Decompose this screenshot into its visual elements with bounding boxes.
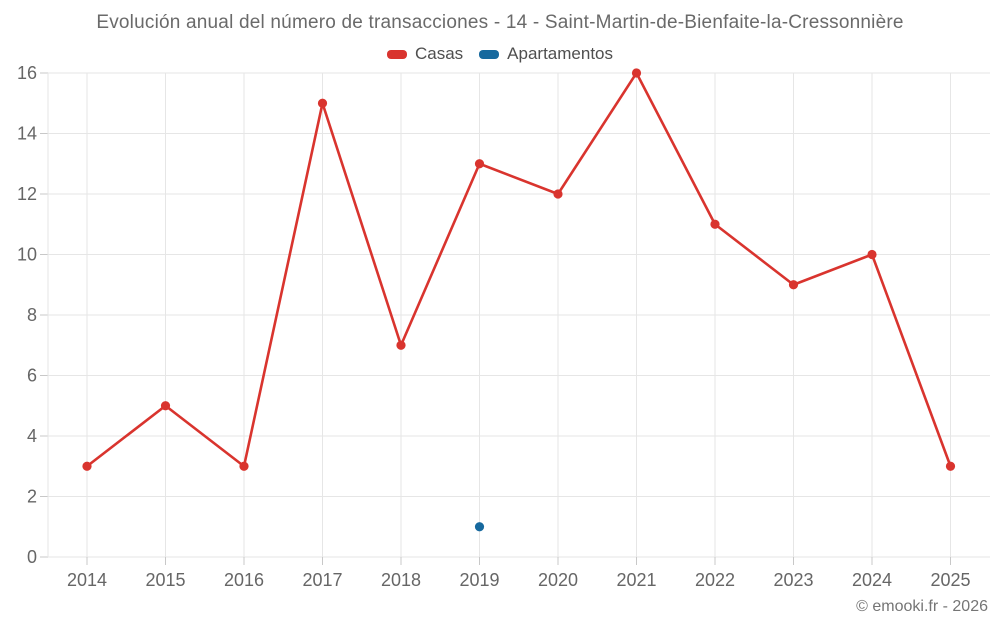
x-axis-label: 2017 bbox=[302, 570, 342, 590]
legend-label: Apartamentos bbox=[507, 44, 614, 63]
x-axis-label: 2016 bbox=[224, 570, 264, 590]
y-axis-label: 14 bbox=[17, 124, 37, 144]
data-point-marker bbox=[160, 401, 171, 411]
data-point-marker bbox=[710, 219, 720, 229]
x-axis-label: 2019 bbox=[459, 570, 499, 590]
data-point-marker bbox=[474, 522, 485, 532]
legend-swatch-casas bbox=[386, 49, 407, 59]
x-axis-label: 2015 bbox=[145, 570, 185, 590]
data-point-marker bbox=[631, 68, 642, 78]
data-point-marker bbox=[474, 159, 485, 169]
data-point-marker bbox=[788, 280, 799, 290]
data-point-marker bbox=[82, 461, 92, 471]
y-axis-label: 8 bbox=[27, 305, 37, 325]
legend: Casas Apartamentos bbox=[0, 44, 1000, 64]
copyright-text: © emooki.fr - 2026 bbox=[856, 598, 988, 615]
y-axis-label: 16 bbox=[17, 63, 37, 83]
y-axis-label: 6 bbox=[27, 366, 37, 386]
y-axis-label: 4 bbox=[27, 426, 37, 446]
x-axis-label: 2025 bbox=[930, 570, 970, 590]
legend-item-casas[interactable]: Casas bbox=[386, 44, 464, 64]
x-axis-label: 2022 bbox=[695, 570, 735, 590]
data-point-marker bbox=[396, 340, 406, 350]
y-axis-label: 12 bbox=[17, 184, 37, 204]
y-axis-label: 10 bbox=[17, 245, 37, 265]
x-axis-label: 2020 bbox=[538, 570, 578, 590]
data-point-marker bbox=[239, 461, 249, 471]
y-axis-label: 0 bbox=[27, 547, 37, 567]
x-axis-label: 2021 bbox=[616, 570, 656, 590]
series-line-casas bbox=[85, 71, 952, 468]
x-axis-label: 2024 bbox=[852, 570, 892, 590]
x-axis-label: 2023 bbox=[773, 570, 813, 590]
data-point-marker bbox=[945, 461, 956, 471]
data-point-marker bbox=[553, 189, 563, 199]
legend-swatch-apartamentos bbox=[479, 49, 500, 59]
x-axis-label: 2018 bbox=[381, 570, 421, 590]
y-axis-label: 2 bbox=[27, 487, 37, 507]
data-point-marker bbox=[867, 249, 877, 260]
data-point-marker bbox=[317, 98, 328, 108]
legend-label: Casas bbox=[414, 44, 464, 63]
x-axis-label: 2014 bbox=[67, 570, 107, 590]
legend-item-apartamentos[interactable]: Apartamentos bbox=[479, 44, 613, 64]
chart-title: Evolución anual del número de transaccio… bbox=[96, 12, 904, 33]
